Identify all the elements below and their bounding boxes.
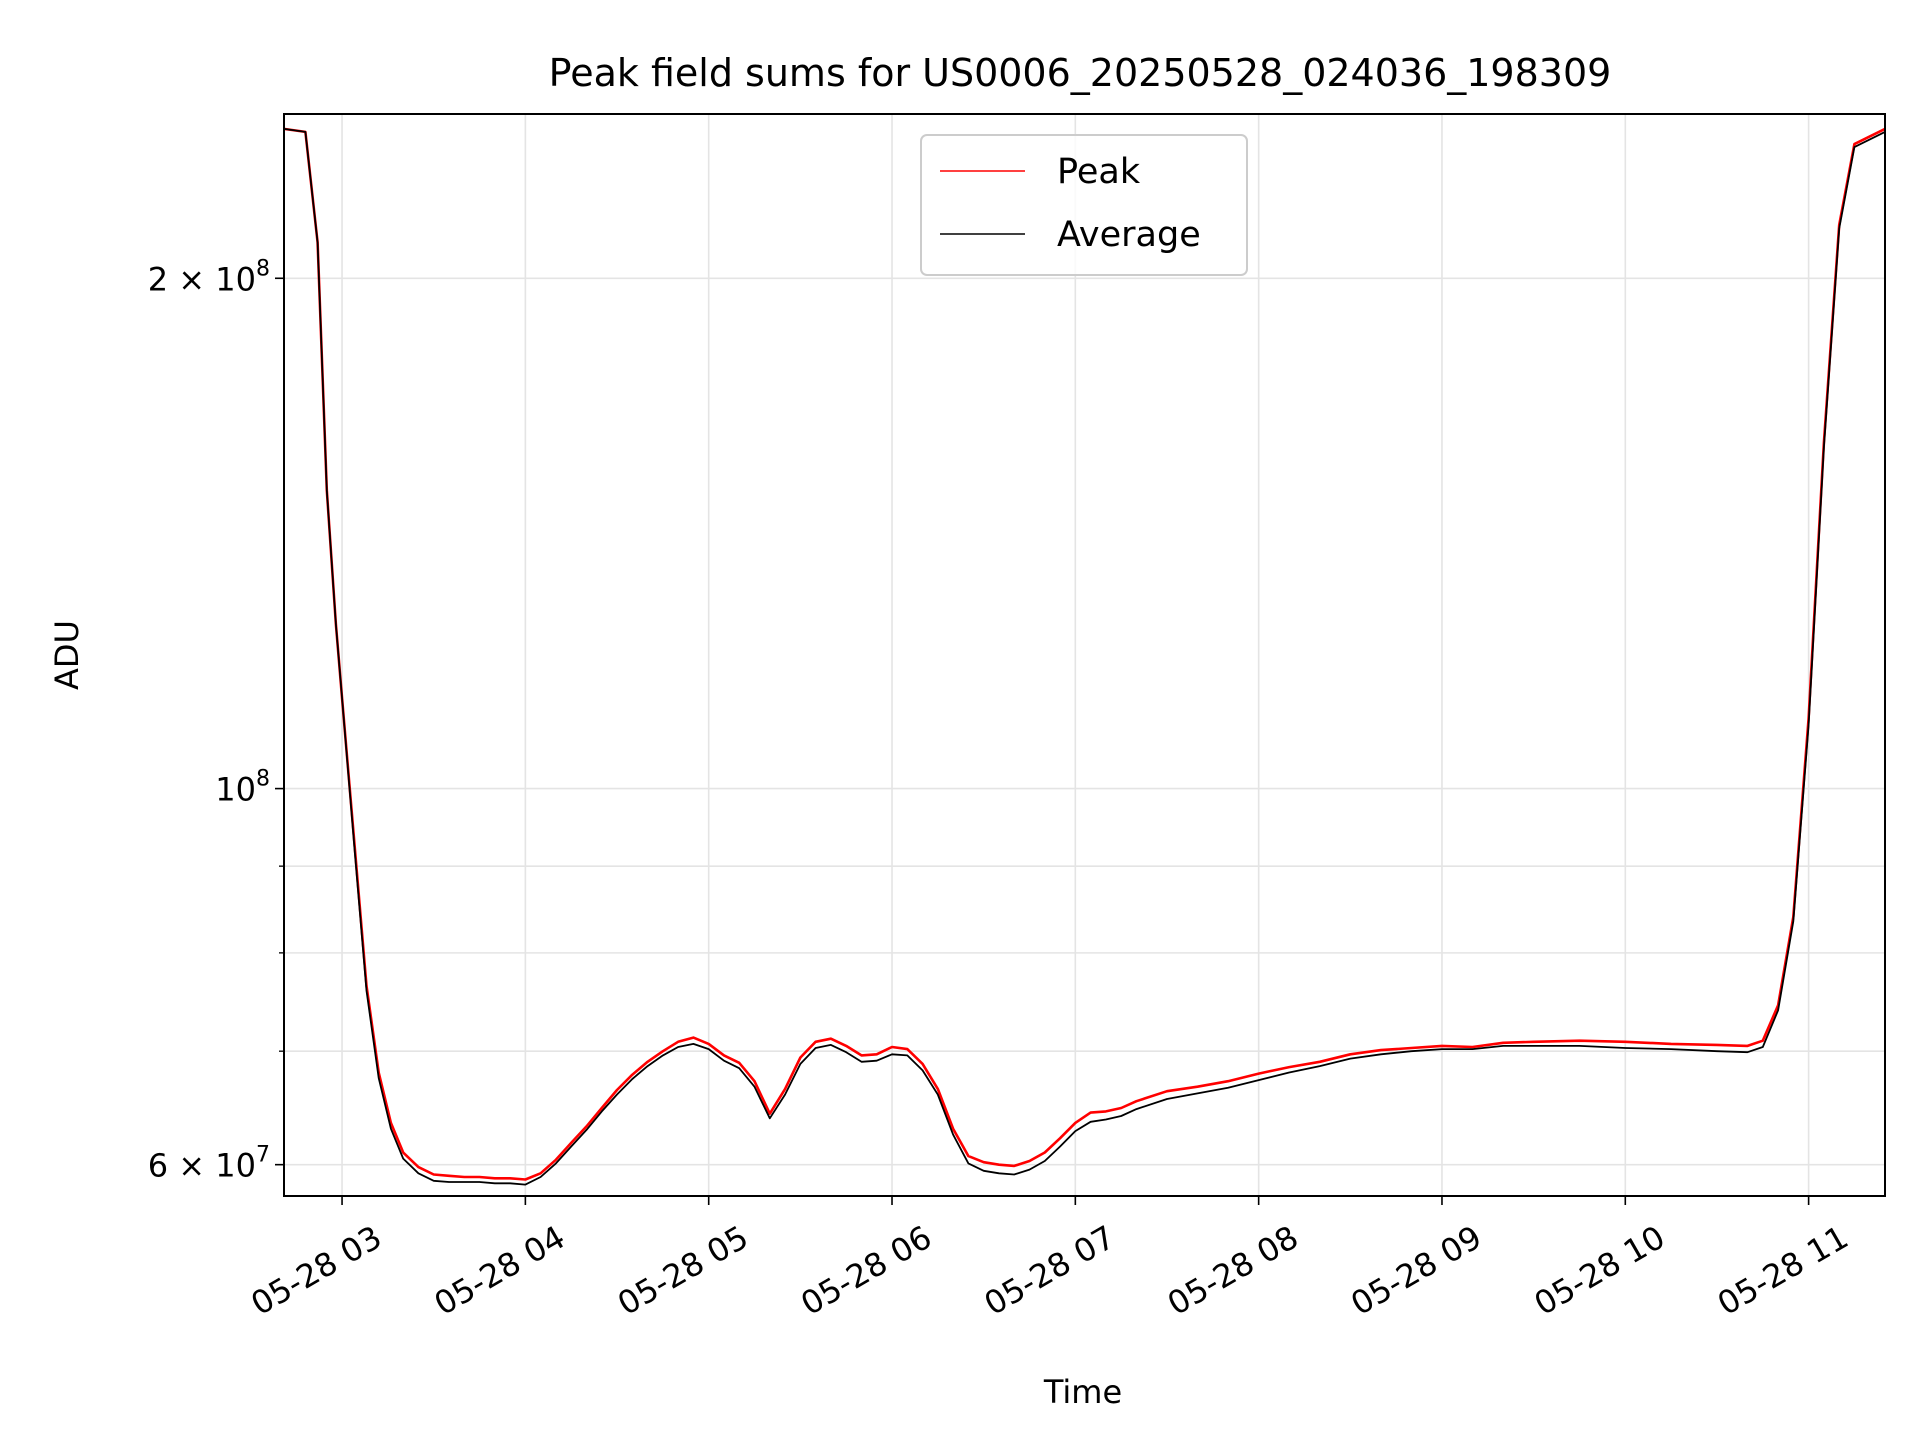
- grid: [284, 114, 1885, 1196]
- y-tick-label: 108: [215, 767, 270, 809]
- legend-label-average: Average: [1057, 215, 1201, 255]
- y-tick-label: 6 × 107: [148, 1143, 270, 1185]
- chart-title: Peak field sums for US0006_20250528_0240…: [549, 51, 1612, 95]
- y-tick-label: 2 × 108: [148, 256, 270, 298]
- y-axis-label: ADU: [48, 620, 86, 690]
- series-line-peak: [283, 127, 1886, 1181]
- x-axis-label: Time: [1043, 1373, 1122, 1411]
- y-axis-ticks: 6 × 107 108 2 × 108: [148, 256, 284, 1185]
- legend: Peak Average: [920, 134, 1248, 276]
- legend-label-peak: Peak: [1057, 152, 1141, 192]
- axes-frame: [283, 113, 1886, 1197]
- series-line-average: [283, 128, 1886, 1186]
- legend-box: [920, 134, 1248, 276]
- plot-area: [283, 127, 1886, 1186]
